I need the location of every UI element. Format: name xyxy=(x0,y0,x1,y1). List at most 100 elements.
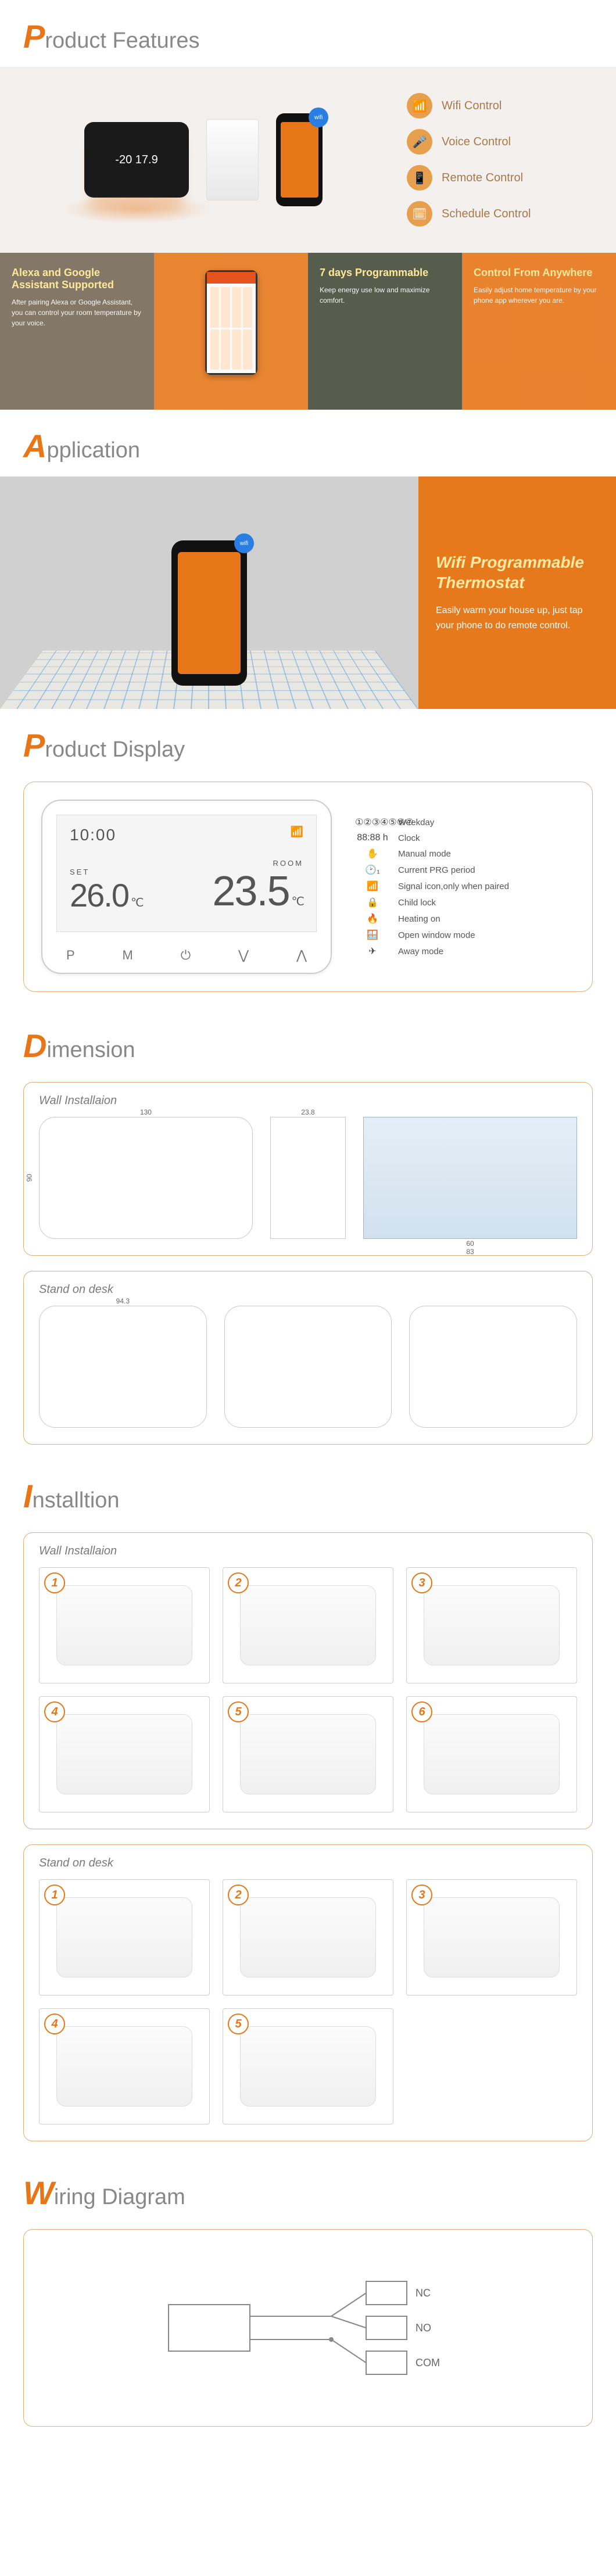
step-illustration xyxy=(56,1714,192,1795)
mini-phone-mockup xyxy=(205,270,257,375)
feature-row: 📶 Wifi Control xyxy=(407,93,593,119)
application-banner: wifi Wifi Programmable Thermostat Easily… xyxy=(0,476,616,709)
step-badge: 2 xyxy=(228,1572,249,1593)
install-step: 1 xyxy=(39,1567,210,1683)
dim-width: 130 xyxy=(140,1108,152,1116)
step-illustration xyxy=(56,1585,192,1666)
install-desk-grid: 1 2 3 4 5 xyxy=(39,1879,577,2124)
set-label: SET xyxy=(70,868,142,876)
tile-desc: After pairing Alexa or Google Assistant,… xyxy=(12,297,142,328)
step-badge: 4 xyxy=(44,2013,65,2034)
legend-row: 🔥Heating on xyxy=(355,913,509,925)
wiring-diagram: NC NO COM xyxy=(157,2270,459,2386)
step-badge: 5 xyxy=(228,1701,249,1722)
back-view-diagram: 60 83 xyxy=(363,1117,577,1239)
application-title: Wifi Programmable Thermostat xyxy=(436,552,599,593)
legend-row: ①②③④⑤⑥⑦Weekday xyxy=(355,816,509,828)
step-badge: 3 xyxy=(411,1884,432,1905)
screen-time: 10:00 xyxy=(70,826,142,844)
phone-mockup: wifi xyxy=(276,113,323,206)
first-letter: D xyxy=(23,1027,46,1064)
tile-programmable xyxy=(154,253,308,410)
signal-icon: 📶 xyxy=(212,826,303,838)
btn-down: ⋁ xyxy=(238,948,249,963)
section-title-display: Product Display xyxy=(0,709,616,776)
install-wall-box: Wall Installaion 1 2 3 4 5 6 xyxy=(23,1532,593,1829)
install-step: 2 xyxy=(223,1567,393,1683)
device-temp-hi: 17.9 xyxy=(135,153,158,167)
dim-depth: 23.8 xyxy=(301,1108,314,1116)
install-step: 5 xyxy=(223,2008,393,2124)
window-icon: 🪟 xyxy=(355,929,390,941)
tile-title: 7 days Programmable xyxy=(320,267,450,279)
step-badge: 1 xyxy=(44,1884,65,1905)
device-temp-lo: -20 xyxy=(115,153,132,167)
dimension-row: 130 90 23.8 60 83 xyxy=(39,1117,577,1239)
install-step: 4 xyxy=(39,1696,210,1812)
step-illustration xyxy=(240,1714,376,1795)
btn-p: P xyxy=(66,948,75,963)
desk-view-3 xyxy=(409,1306,577,1428)
step-badge: 5 xyxy=(228,2013,249,2034)
thermostat-screen: 10:00 SET 26.0℃ 📶 ROOM 23.5℃ xyxy=(56,815,317,932)
section-title-installation: Installtion xyxy=(0,1460,616,1527)
application-text-panel: Wifi Programmable Thermostat Easily warm… xyxy=(418,476,616,709)
title-rest: roduct Features xyxy=(45,28,199,53)
step-illustration xyxy=(56,2026,192,2107)
dimension-wall-box: Wall Installaion 130 90 23.8 60 83 xyxy=(23,1082,593,1256)
first-letter: P xyxy=(23,18,45,55)
btn-m: M xyxy=(123,948,133,963)
section-title-wiring: Wiring Diagram xyxy=(0,2156,616,2223)
hero-banner: -20 17.9 wifi 📶 Wifi Control 🎤 Voice Con… xyxy=(0,67,616,253)
feature-label: Voice Control xyxy=(442,135,511,149)
title-rest: iring Diagram xyxy=(54,2185,185,2209)
room-label: ROOM xyxy=(212,859,303,868)
wiring-nc-label: NC xyxy=(416,2287,431,2299)
wiring-diagram-box: NC NO COM xyxy=(23,2229,593,2427)
feature-row: 🗓 Schedule Control xyxy=(407,201,593,227)
wifi-badge-icon: wifi xyxy=(309,108,328,127)
tile-title: Alexa and Google Assistant Supported xyxy=(12,267,142,291)
thermostat-device-black: -20 17.9 xyxy=(84,122,189,198)
install-desk-box: Stand on desk 1 2 3 4 5 xyxy=(23,1844,593,2141)
dim-mount-w: 60 xyxy=(466,1239,474,1248)
room-temp: 23.5℃ xyxy=(212,868,303,915)
first-letter: W xyxy=(23,2174,54,2211)
section-title-features: Product Features xyxy=(0,0,616,67)
install-desk-title: Stand on desk xyxy=(39,1857,577,1870)
thermostat-buttons: P M ⏻ ⋁ ⋀ xyxy=(42,938,331,973)
install-step: 4 xyxy=(39,2008,210,2124)
tile-anywhere: Control From Anywhere Easily adjust home… xyxy=(462,253,616,410)
legend-row: 📶Signal icon,only when paired xyxy=(355,880,509,892)
manual-icon: ✋ xyxy=(355,848,390,859)
feature-label: Wifi Control xyxy=(442,99,502,113)
set-temp: 26.0℃ xyxy=(70,876,142,914)
step-illustration xyxy=(240,1585,376,1666)
voice-icon: 🎤 xyxy=(407,129,432,155)
step-badge: 1 xyxy=(44,1572,65,1593)
step-illustration xyxy=(240,1897,376,1978)
feature-label: Schedule Control xyxy=(442,207,531,221)
schedule-icon: 🗓 xyxy=(407,201,432,227)
install-step: 6 xyxy=(406,1696,577,1812)
side-view-diagram: 23.8 xyxy=(270,1117,346,1239)
feature-label: Remote Control xyxy=(442,171,523,185)
dim-mount-h: 83 xyxy=(466,1248,474,1256)
feature-row: 📱 Remote Control xyxy=(407,165,593,191)
legend-row: ✈Away mode xyxy=(355,945,509,957)
heating-icon: 🔥 xyxy=(355,913,390,925)
signal-icon: 📶 xyxy=(355,880,390,892)
thermostat-large: 10:00 SET 26.0℃ 📶 ROOM 23.5℃ P M ⏻ ⋁ ⋀ xyxy=(41,800,332,974)
prg-icon: 🕑₁ xyxy=(355,864,390,876)
tile-desc: Easily adjust home temperature by your p… xyxy=(474,285,604,306)
wifi-badge-icon: wifi xyxy=(234,533,254,553)
install-wall-grid: 1 2 3 4 5 6 xyxy=(39,1567,577,1812)
phone-in-hand: wifi xyxy=(171,540,247,686)
install-step: 2 xyxy=(223,1879,393,1995)
hero-feature-list: 📶 Wifi Control 🎤 Voice Control 📱 Remote … xyxy=(407,67,616,253)
tile-title: Control From Anywhere xyxy=(474,267,604,279)
dimension-desk-title: Stand on desk xyxy=(39,1283,577,1296)
remote-icon: 📱 xyxy=(407,165,432,191)
tile-alexa: Alexa and Google Assistant Supported Aft… xyxy=(0,253,154,410)
tile-programmable-text: 7 days Programmable Keep energy use low … xyxy=(308,253,462,410)
